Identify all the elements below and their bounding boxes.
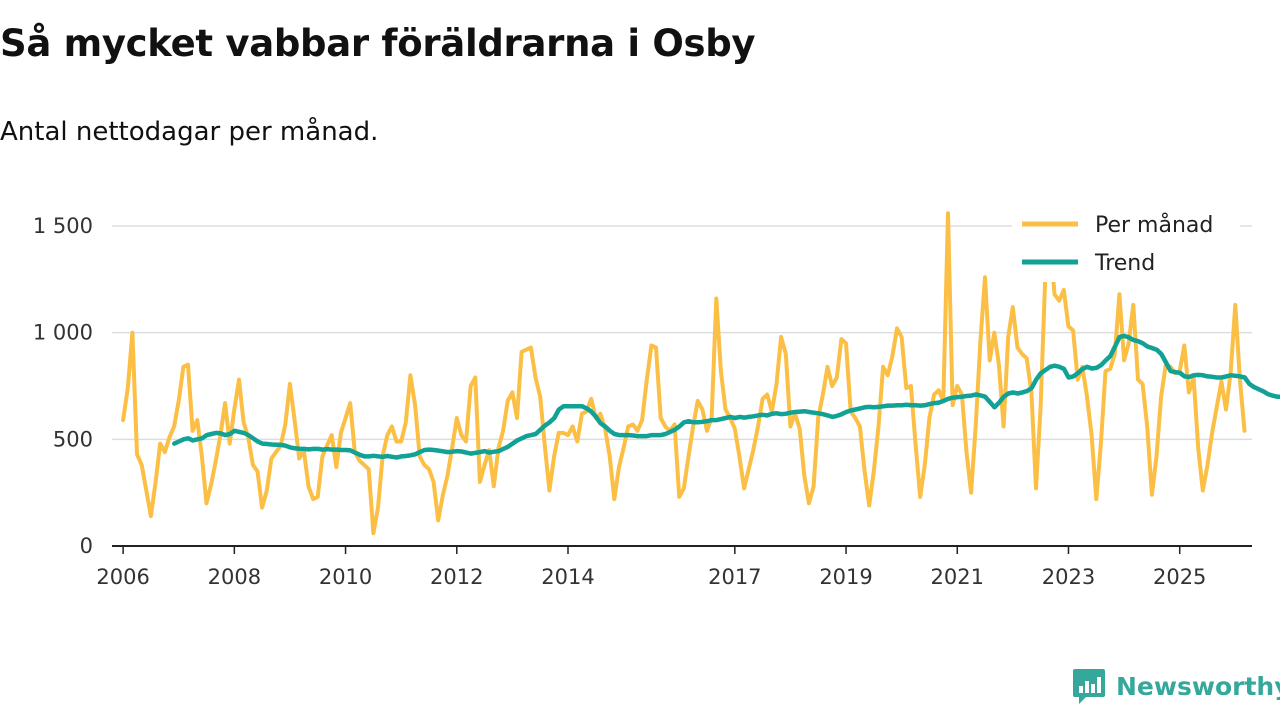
series-line-per-manad [121, 211, 1247, 536]
chart-subtitle: Antal nettodagar per månad. [0, 117, 379, 147]
y-tick-label: 1 000 [33, 321, 93, 345]
x-tick-label: 2014 [541, 565, 594, 589]
y-axis-ticks: 0 500 1 000 1 500 [33, 214, 93, 558]
legend-label-per-manad: Per månad [1095, 212, 1213, 238]
x-tick-label: 2017 [708, 565, 761, 589]
x-tick-label: 2006 [96, 565, 149, 589]
x-tick-label: 2019 [819, 565, 872, 589]
y-tick-label: 500 [53, 427, 93, 451]
x-tick-label: 2023 [1042, 565, 1095, 589]
x-tick-label: 2008 [208, 565, 261, 589]
y-tick-label: 0 [80, 534, 93, 558]
x-tick-label: 2012 [430, 565, 483, 589]
legend-label-trend: Trend [1094, 251, 1155, 276]
y-tick-label: 1 500 [33, 214, 93, 238]
series-group [121, 211, 1280, 536]
x-axis-ticks: 2006 2008 2010 2012 2014 2017 2019 2021 2023 2025 [96, 546, 1206, 589]
legend-background [1012, 204, 1240, 282]
brand-logo-group: Newsworthy [1072, 666, 1280, 706]
x-tick-label: 2010 [319, 565, 372, 589]
series-line-trend [172, 333, 1280, 460]
x-tick-label: 2025 [1153, 565, 1206, 589]
legend: Per månad Trend [1012, 204, 1240, 282]
newsworthy-logo-icon [1073, 669, 1105, 704]
brand-name: Newsworthy [1116, 671, 1280, 701]
chart-title: Så mycket vabbar föräldrarna i Osby [0, 22, 756, 65]
x-tick-label: 2021 [931, 565, 984, 589]
